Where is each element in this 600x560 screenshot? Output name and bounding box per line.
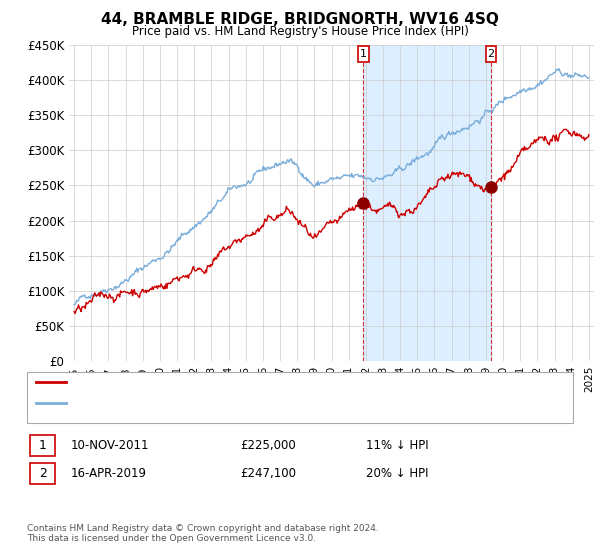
Text: 1: 1 [38, 438, 47, 452]
FancyBboxPatch shape [358, 45, 368, 62]
Text: Contains HM Land Registry data © Crown copyright and database right 2024.
This d: Contains HM Land Registry data © Crown c… [27, 524, 379, 543]
Text: 10-NOV-2011: 10-NOV-2011 [70, 438, 149, 452]
Text: 44, BRAMBLE RIDGE, BRIDGNORTH, WV16 4SQ (detached house): 44, BRAMBLE RIDGE, BRIDGNORTH, WV16 4SQ … [75, 377, 438, 387]
Bar [364, 45, 491, 361]
Text: 11% ↓ HPI: 11% ↓ HPI [366, 438, 428, 452]
Text: HPI: Average price, detached house, Shropshire: HPI: Average price, detached house, Shro… [75, 398, 341, 408]
Text: £225,000: £225,000 [240, 438, 296, 452]
Text: 2: 2 [487, 49, 494, 59]
Text: Price paid vs. HM Land Registry's House Price Index (HPI): Price paid vs. HM Land Registry's House … [131, 25, 469, 38]
Text: £247,100: £247,100 [240, 466, 296, 480]
Text: 44, BRAMBLE RIDGE, BRIDGNORTH, WV16 4SQ: 44, BRAMBLE RIDGE, BRIDGNORTH, WV16 4SQ [101, 12, 499, 27]
Text: 2: 2 [38, 466, 47, 480]
Text: 20% ↓ HPI: 20% ↓ HPI [366, 466, 428, 480]
Text: 16-APR-2019: 16-APR-2019 [70, 466, 146, 480]
FancyBboxPatch shape [486, 45, 496, 62]
Text: 1: 1 [360, 49, 367, 59]
